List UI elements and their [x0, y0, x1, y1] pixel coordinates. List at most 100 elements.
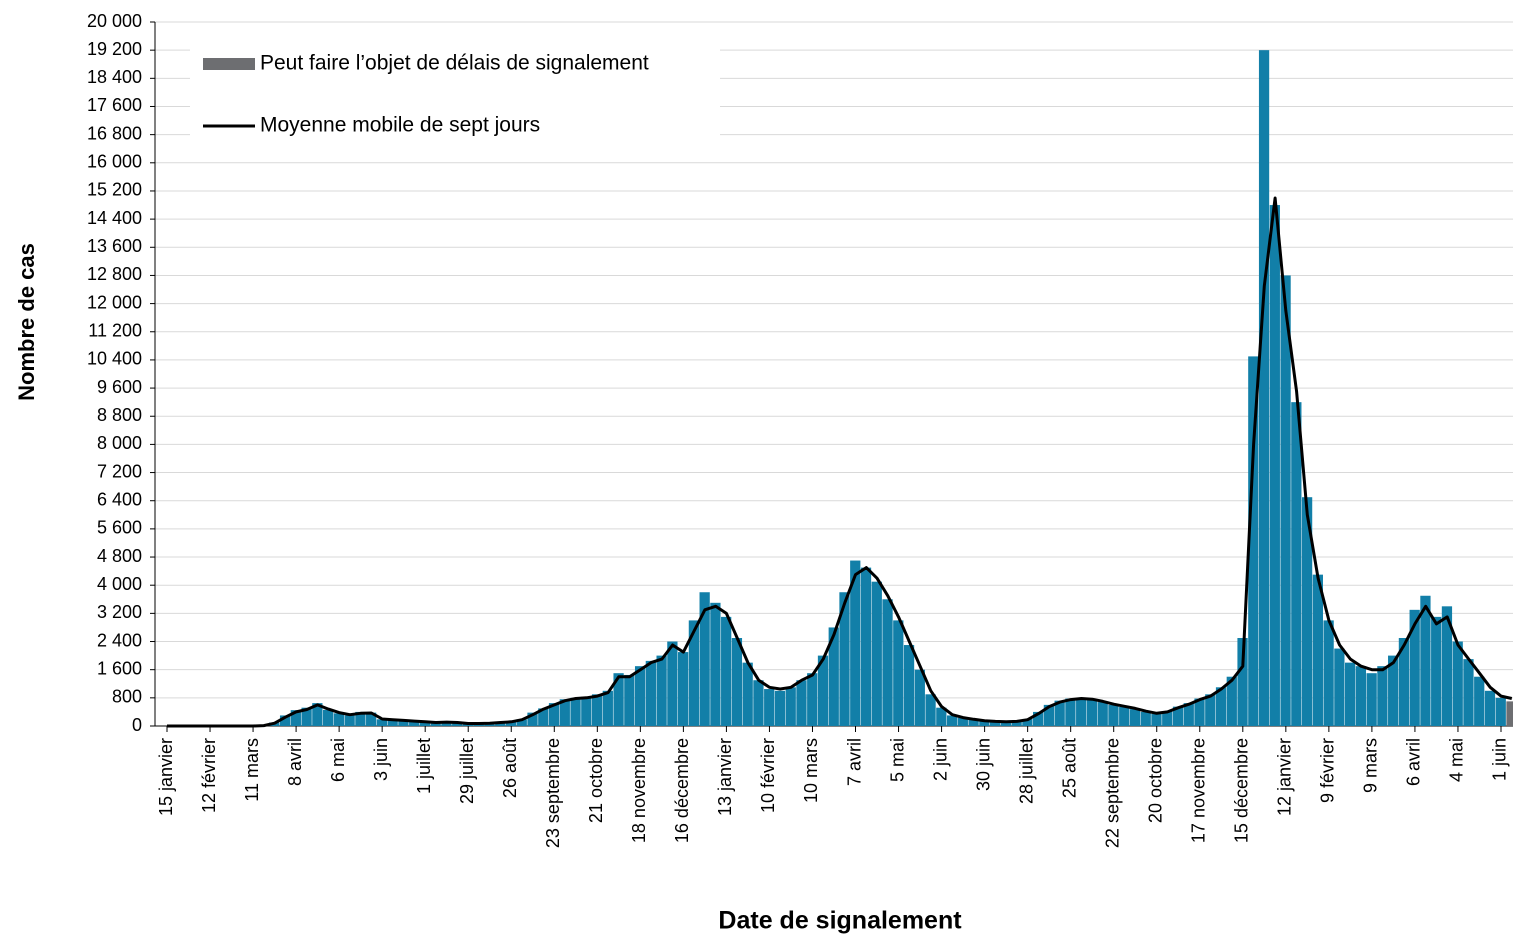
bar	[398, 720, 409, 726]
bar	[527, 712, 538, 726]
y-tick-label: 19 200	[87, 39, 142, 59]
bar	[1215, 687, 1227, 726]
bar	[581, 696, 592, 726]
bar	[1076, 697, 1087, 726]
bar	[710, 602, 721, 726]
legend-swatch	[203, 58, 255, 70]
bar	[1000, 722, 1012, 726]
x-tick-label: 22 septembre	[1102, 738, 1122, 848]
x-tick-label: 7 avril	[844, 738, 864, 786]
bar	[796, 680, 807, 726]
y-tick-label: 18 400	[87, 67, 142, 87]
bar	[290, 710, 301, 726]
bar	[312, 703, 323, 726]
legend-label: Moyenne mobile de sept jours	[260, 114, 540, 137]
x-tick-label: 6 mai	[328, 738, 348, 782]
bar	[893, 620, 904, 726]
y-tick-label: 15 200	[87, 180, 142, 200]
x-tick-label: 9 mars	[1361, 738, 1381, 793]
y-tick-label: 800	[112, 687, 142, 707]
x-tick-label: 9 février	[1318, 738, 1338, 803]
bar	[344, 715, 355, 726]
bar	[1441, 606, 1453, 726]
x-tick-label: 21 octobre	[586, 738, 606, 823]
bar	[1151, 714, 1162, 726]
bar	[1269, 205, 1280, 727]
bar	[645, 660, 656, 726]
bar	[376, 719, 388, 726]
bar	[1043, 704, 1055, 726]
bar	[1258, 50, 1270, 727]
bar	[1345, 662, 1356, 726]
y-tick-label: 5 600	[97, 518, 142, 538]
bar	[1431, 616, 1442, 726]
bar	[753, 680, 764, 726]
y-tick-label: 7 200	[97, 461, 142, 481]
y-tick-label: 8 000	[97, 433, 142, 453]
bar	[850, 560, 861, 726]
bar	[925, 694, 936, 726]
bar	[409, 721, 420, 726]
bar	[1162, 711, 1173, 726]
bar	[839, 592, 850, 726]
bar	[1140, 711, 1151, 726]
bar	[1033, 711, 1044, 726]
bar	[419, 722, 431, 726]
bar	[602, 690, 613, 726]
x-tick-label: 2 juin	[930, 738, 950, 781]
bar	[441, 722, 452, 726]
bar	[1022, 718, 1033, 726]
bar	[634, 666, 646, 726]
bar	[742, 662, 753, 726]
bar	[699, 592, 710, 726]
bar	[1474, 676, 1485, 726]
bar	[828, 627, 839, 726]
bar	[957, 717, 968, 726]
bar	[1065, 698, 1076, 726]
x-tick-label: 5 mai	[887, 738, 907, 782]
x-tick-label: 28 juillet	[1016, 738, 1036, 804]
y-axis-title: Nombre de cas	[14, 243, 39, 401]
y-tick-label: 10 400	[87, 349, 142, 369]
bar	[1355, 666, 1367, 726]
bar	[548, 703, 560, 726]
bar	[516, 719, 527, 726]
bar	[731, 638, 743, 726]
bar	[279, 715, 291, 726]
y-tick-label: 1 600	[97, 658, 142, 678]
x-tick-label: 11 mars	[242, 738, 262, 802]
bar	[1280, 275, 1291, 726]
bar	[1119, 706, 1130, 726]
bar	[1129, 709, 1141, 726]
legend-box	[190, 40, 720, 152]
bar	[1248, 356, 1259, 726]
bar	[1291, 402, 1302, 726]
bar	[452, 722, 463, 726]
bar	[721, 616, 732, 726]
x-axis-title: Date de signalement	[718, 907, 962, 935]
bar	[914, 669, 925, 726]
bar	[538, 708, 549, 726]
x-tick-label: 25 août	[1059, 738, 1079, 798]
x-tick-label: 12 janvier	[1275, 738, 1295, 816]
x-tick-label: 12 février	[199, 738, 219, 813]
y-tick-label: 4 800	[97, 546, 142, 566]
x-tick-label: 3 juin	[371, 738, 391, 781]
bar	[656, 655, 667, 726]
y-tick-label: 16 800	[87, 123, 142, 143]
bar	[1108, 704, 1119, 726]
bar	[774, 690, 786, 726]
bar	[1172, 706, 1184, 726]
bar	[1495, 697, 1506, 726]
bar	[1086, 699, 1098, 726]
bar	[1237, 638, 1248, 726]
x-tick-label: 23 septembre	[543, 738, 563, 848]
bar	[1388, 655, 1399, 726]
bar	[1506, 701, 1513, 726]
marks	[167, 50, 1513, 728]
x-tick-label: 10 février	[758, 738, 778, 813]
bar	[936, 707, 947, 726]
bar	[1097, 702, 1108, 726]
y-tick-label: 11 200	[88, 321, 142, 341]
